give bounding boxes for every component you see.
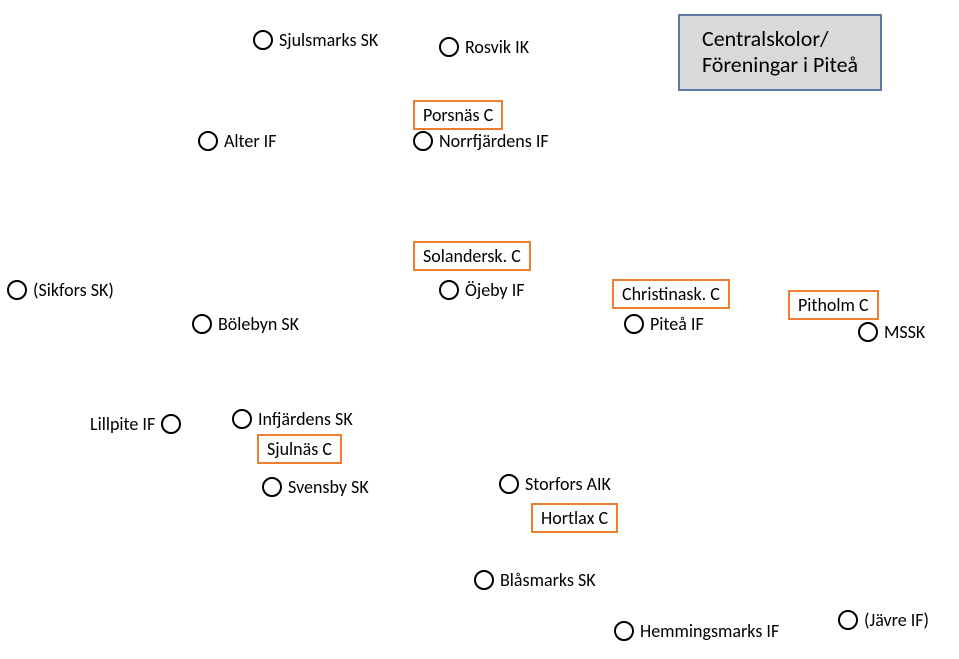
circle-icon xyxy=(439,37,459,57)
circle-icon xyxy=(614,621,634,641)
school-box: Hortlax C xyxy=(531,503,618,533)
club-node: Norrfjärdens IF xyxy=(413,130,549,152)
club-node: Svensby SK xyxy=(262,476,369,498)
club-node: Lillpite IF xyxy=(90,413,181,435)
club-label: Rosvik IK xyxy=(465,36,529,58)
club-label: Alter IF xyxy=(224,130,277,152)
circle-icon xyxy=(499,474,519,494)
club-label: Storfors AIK xyxy=(525,473,611,495)
title-line2: Föreningar i Piteå xyxy=(702,52,858,78)
club-node: Storfors AIK xyxy=(499,473,611,495)
club-label: Blåsmarks SK xyxy=(500,569,596,591)
circle-icon xyxy=(413,131,433,151)
circle-icon xyxy=(198,131,218,151)
school-box: Sjulnäs C xyxy=(257,434,342,464)
club-node: Sjulsmarks SK xyxy=(253,29,378,51)
school-box: Pitholm C xyxy=(788,290,879,320)
club-label: Svensby SK xyxy=(288,476,369,498)
circle-icon xyxy=(439,280,459,300)
club-label: (Jävre IF) xyxy=(864,609,929,631)
circle-icon xyxy=(624,314,644,334)
club-label: Norrfjärdens IF xyxy=(439,130,549,152)
club-node: Piteå IF xyxy=(624,313,704,335)
circle-icon xyxy=(838,610,858,630)
club-node: Hemmingsmarks IF xyxy=(614,620,779,642)
club-node: (Sikfors SK) xyxy=(7,279,114,301)
club-node: (Jävre IF) xyxy=(838,609,929,631)
circle-icon xyxy=(858,322,878,342)
club-label: MSSK xyxy=(884,321,925,343)
club-label: Hemmingsmarks IF xyxy=(640,620,779,642)
club-label: Sjulsmarks SK xyxy=(279,29,378,51)
circle-icon xyxy=(7,280,27,300)
club-node: Öjeby IF xyxy=(439,279,525,301)
circle-icon xyxy=(474,570,494,590)
club-node: Infjärdens SK xyxy=(232,408,353,430)
club-label: Infjärdens SK xyxy=(258,408,353,430)
circle-icon xyxy=(192,314,212,334)
club-label: Piteå IF xyxy=(650,313,704,335)
circle-icon xyxy=(253,30,273,50)
school-box: Solandersk. C xyxy=(413,241,531,271)
circle-icon xyxy=(232,409,252,429)
club-label: (Sikfors SK) xyxy=(33,279,114,301)
club-node: Bölebyn SK xyxy=(192,313,299,335)
club-node: Rosvik IK xyxy=(439,36,529,58)
school-box: Porsnäs C xyxy=(413,100,503,130)
club-node: Blåsmarks SK xyxy=(474,569,596,591)
club-node: Alter IF xyxy=(198,130,277,152)
school-box: Christinask. C xyxy=(612,279,730,309)
title-box: Centralskolor/ Föreningar i Piteå xyxy=(678,14,882,91)
title-line1: Centralskolor/ xyxy=(702,26,858,52)
club-label: Öjeby IF xyxy=(465,279,525,301)
club-node: MSSK xyxy=(858,321,925,343)
club-label: Bölebyn SK xyxy=(218,313,299,335)
club-label: Lillpite IF xyxy=(90,413,155,435)
circle-icon xyxy=(262,477,282,497)
circle-icon xyxy=(161,414,181,434)
